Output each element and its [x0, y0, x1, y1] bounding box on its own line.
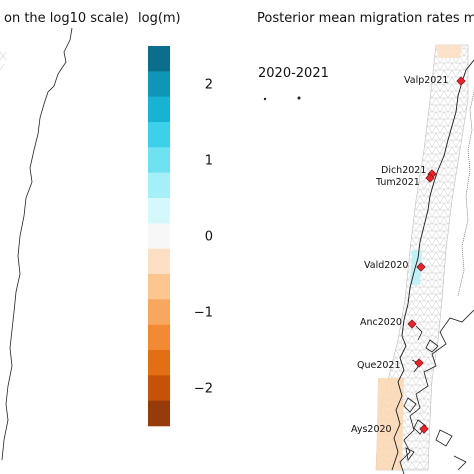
colorbar-legend: log(m) 2 1 0 −1 −2: [138, 11, 213, 427]
site-label: Dich2021: [381, 165, 426, 176]
surface-cell-orange: [436, 45, 462, 58]
site-label: Vald2020: [364, 260, 408, 271]
map-dot: [297, 96, 301, 100]
site-marker: [419, 424, 429, 434]
site-marker: [456, 76, 466, 86]
period-label: 2020-2021: [258, 66, 329, 81]
colorbar-title: log(m): [138, 11, 181, 26]
site-marker: [414, 358, 424, 368]
colorbar-swatch: [148, 375, 170, 401]
colorbar-swatch: [148, 46, 170, 72]
colorbar-swatch: [148, 223, 170, 249]
colorbar-swatch: [148, 198, 170, 224]
colorbar-swatch: [148, 400, 170, 427]
colorbar-swatch: [148, 71, 170, 97]
site-label: Tum2021: [375, 177, 420, 188]
site-label: Anc2020: [360, 317, 402, 328]
site-marker: [425, 173, 435, 183]
colorbar-tick-label: 0: [205, 230, 213, 245]
left-map-panel: on the log10 scale): [0, 11, 129, 461]
colorbar-swatch: [148, 122, 170, 148]
site-label: Valp2021: [404, 75, 448, 86]
colorbar-tick-label: 2: [205, 78, 213, 93]
colorbar-tick-label: −2: [194, 382, 213, 397]
colorbar-swatch: [148, 299, 170, 325]
colorbar-swatch: [148, 147, 170, 173]
colorbar-tick-label: 1: [205, 154, 213, 169]
site-marker: [416, 262, 426, 272]
site-label: Ays2020: [351, 424, 392, 435]
colorbar-swatches: [148, 46, 170, 427]
left-grid-edge: [0, 51, 7, 71]
colorbar-swatch: [148, 350, 170, 376]
site-marker: [407, 319, 417, 329]
colorbar-tick-label: −1: [194, 306, 213, 321]
left-coastline: [1, 27, 73, 461]
site-label: Que2021: [357, 360, 401, 371]
colorbar-swatch: [148, 274, 170, 300]
coastline: [391, 59, 474, 471]
map-dot: [263, 97, 267, 101]
left-panel-title: on the log10 scale): [4, 11, 129, 26]
colorbar-ticks: 2 1 0 −1 −2: [194, 78, 213, 397]
colorbar-swatch: [148, 248, 170, 275]
colorbar-swatch: [148, 96, 170, 123]
right-map-panel: Posterior mean migration rates m ( 2020-…: [257, 11, 474, 474]
colorbar-swatch: [148, 324, 170, 351]
right-panel-title: Posterior mean migration rates m (: [257, 11, 474, 26]
coastline: [399, 309, 474, 474]
border-line: [457, 91, 474, 297]
colorbar-swatch: [148, 172, 170, 199]
